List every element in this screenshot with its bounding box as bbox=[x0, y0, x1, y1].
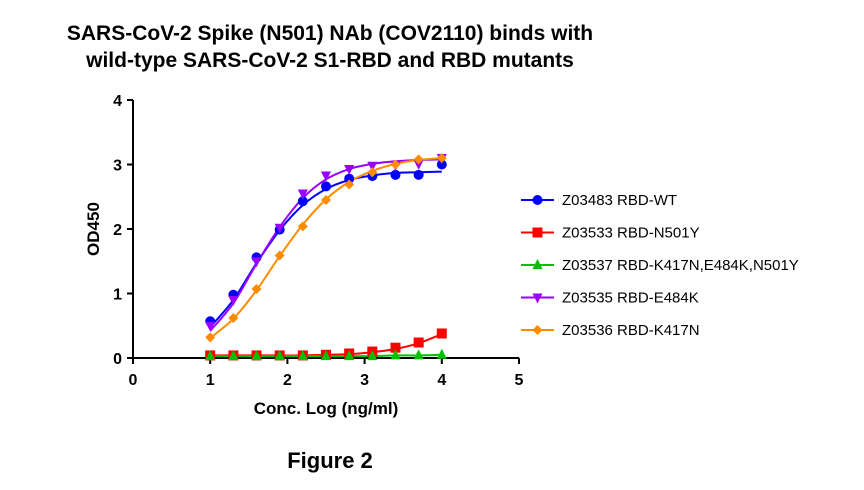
legend-marker-series-4 bbox=[532, 293, 543, 304]
x-tick-label: 0 bbox=[129, 372, 138, 389]
chart-title-line-1: SARS-CoV-2 Spike (N501) NAb (COV2110) bi… bbox=[66, 22, 594, 45]
y-tick-label: 0 bbox=[113, 351, 122, 368]
data-point-series-4 bbox=[274, 223, 285, 234]
data-point-series-3 bbox=[297, 350, 308, 361]
x-axis-label: Conc. Log (ng/ml) bbox=[254, 399, 398, 418]
data-point-series-4 bbox=[321, 171, 331, 182]
legend-label-series-5: Z03536 RBD-K417N bbox=[562, 322, 700, 339]
data-point-series-4 bbox=[367, 161, 378, 172]
data-points bbox=[205, 153, 447, 361]
data-point-series-5 bbox=[321, 194, 331, 205]
x-tick-label: 4 bbox=[437, 372, 446, 389]
data-point-series-1 bbox=[390, 169, 401, 180]
data-point-series-3 bbox=[413, 349, 424, 360]
data-point-series-5 bbox=[228, 313, 239, 324]
data-point-series-2 bbox=[413, 337, 424, 348]
data-point-series-3 bbox=[367, 350, 378, 361]
data-point-series-4 bbox=[297, 189, 308, 200]
legend-marker-series-1 bbox=[532, 195, 543, 205]
data-point-series-3 bbox=[228, 350, 239, 361]
data-point-series-4 bbox=[344, 165, 355, 176]
data-point-series-3 bbox=[205, 350, 216, 361]
legend-label-series-2: Z03533 RBD-N501Y bbox=[562, 225, 700, 242]
data-point-series-1 bbox=[436, 159, 447, 170]
x-tick-label: 5 bbox=[515, 372, 524, 389]
legend-label-series-1: Z03483 RBD-WT bbox=[562, 192, 677, 209]
data-point-series-3 bbox=[436, 348, 447, 359]
data-point-series-4 bbox=[413, 159, 424, 170]
data-point-series-5 bbox=[274, 250, 285, 261]
data-point-series-5 bbox=[251, 283, 262, 294]
data-point-series-4 bbox=[205, 321, 216, 332]
data-point-series-3 bbox=[251, 350, 262, 361]
data-point-series-3 bbox=[390, 349, 401, 360]
data-point-series-3 bbox=[274, 350, 285, 361]
chart-title: SARS-CoV-2 Spike (N501) NAb (COV2110) bi… bbox=[0, 20, 660, 74]
data-point-series-1 bbox=[413, 169, 424, 180]
chart-title-line-2: wild-type SARS-CoV-2 S1-RBD and RBD muta… bbox=[86, 49, 574, 72]
y-tick-label: 1 bbox=[113, 287, 122, 304]
data-point-series-1 bbox=[297, 196, 308, 207]
legend-label-series-3: Z03537 RBD-K417N,E484K,N501Y bbox=[562, 257, 799, 274]
legend-marker-series-2 bbox=[532, 227, 543, 238]
legend-marker-series-5 bbox=[532, 325, 543, 335]
y-axis-label: OD450 bbox=[84, 202, 103, 256]
data-point-series-5 bbox=[297, 221, 308, 232]
data-point-series-5 bbox=[344, 179, 355, 190]
x-tick-label: 2 bbox=[283, 372, 292, 389]
x-tick-label: 3 bbox=[360, 372, 369, 389]
data-point-series-3 bbox=[321, 350, 331, 361]
y-tick-label: 2 bbox=[113, 222, 122, 239]
y-tick-label: 3 bbox=[113, 158, 122, 175]
data-point-series-5 bbox=[367, 167, 378, 178]
data-point-series-5 bbox=[436, 153, 447, 164]
data-point-series-2 bbox=[390, 342, 401, 353]
x-tick-label: 1 bbox=[206, 372, 215, 389]
data-point-series-1 bbox=[321, 181, 331, 192]
data-point-series-3 bbox=[344, 350, 355, 361]
y-tick-label: 4 bbox=[113, 93, 122, 110]
axes: 0 1 2 3 4 0 1 2 3 4 5 Conc. Log (ng/ml) OD450 bbox=[84, 93, 524, 418]
fit-curve-series-1 bbox=[209, 170, 442, 328]
data-point-series-5 bbox=[413, 154, 424, 165]
data-point-series-2 bbox=[436, 328, 447, 339]
chart: 0 1 2 3 4 0 1 2 3 4 5 Conc. Log (ng/ml) OD450 Z03483… bbox=[84, 93, 799, 418]
data-point-series-1 bbox=[344, 173, 355, 184]
data-point-series-5 bbox=[205, 332, 216, 343]
legend: Z03483 RBD-WT Z03533 RBD-N501Y Z03537 RBD-… bbox=[521, 192, 799, 339]
data-point-series-4 bbox=[251, 257, 262, 268]
legend-marker-series-3 bbox=[532, 259, 543, 269]
figure-caption: Figure 2 bbox=[287, 448, 373, 473]
data-point-series-4 bbox=[228, 295, 239, 306]
legend-label-series-4: Z03535 RBD-E484K bbox=[562, 290, 699, 307]
data-point-series-5 bbox=[390, 159, 401, 170]
